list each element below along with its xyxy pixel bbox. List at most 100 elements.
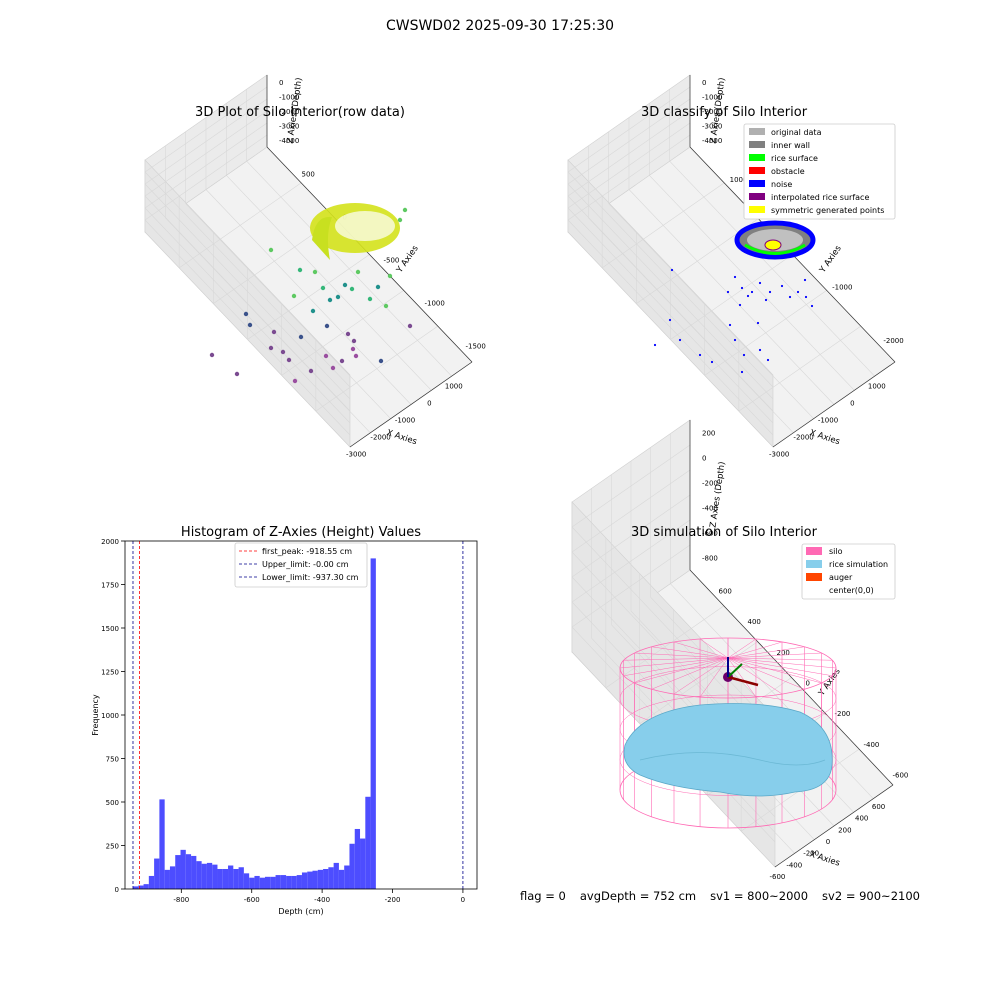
histogram-y-axis-label: Frequency (91, 694, 100, 736)
p2-legend-label: interpolated rice surface (771, 193, 869, 202)
histogram-bar (201, 863, 207, 889)
p4-y-tick-label: 0 (806, 680, 810, 688)
p4-z-tick-label: -200 (702, 480, 718, 488)
p2-x-tick-label: -3000 (769, 451, 789, 459)
p4-silo-roof-wire (727, 646, 805, 659)
histogram-x-tick-label: 0 (461, 896, 465, 904)
p2-noise-point (796, 290, 800, 294)
p2-noise-point (758, 348, 762, 352)
p2-noise-point (726, 290, 730, 294)
histogram-bar (143, 884, 149, 889)
p1-scatter-point (375, 284, 381, 290)
p2-noise-point (780, 284, 784, 288)
p2-noise-point (710, 360, 714, 364)
p1-scatter-point (335, 294, 341, 300)
p2-noise-point (746, 294, 750, 298)
p1-scatter-point (234, 371, 240, 377)
p1-scatter-point (383, 303, 389, 309)
p1-surface-hole (335, 211, 395, 241)
histogram-bar (307, 871, 313, 889)
p1-scatter-point (350, 346, 356, 352)
p4-z-axis-label: Z Axies (Depth) (708, 461, 727, 528)
p1-z-tick-label: -4000 (279, 137, 299, 145)
p1-scatter-point (280, 349, 286, 355)
panel-histogram: -800 -600 -400 -200 0 0 250 500 750 1000 1250 1500 1… (91, 525, 478, 916)
p2-legend-label: original data (771, 128, 822, 137)
flag-text: flag = 0 (520, 889, 566, 903)
p4-y-tick-label: 200 (777, 649, 790, 657)
p4-x-axis-label: X Axies (808, 849, 841, 868)
p2-legend-box (743, 123, 896, 220)
p1-z-tick-label: -1000 (279, 94, 299, 102)
sv1-text: sv1 = 800~2000 (710, 889, 809, 903)
p1-scatter-point (349, 286, 355, 292)
histogram-bar (291, 875, 297, 889)
p1-y-tick-label: -500 (384, 257, 400, 265)
p4-rice-surface (623, 703, 833, 797)
p1-x-tick-label: 1000 (445, 383, 463, 391)
histogram-bar (159, 799, 165, 889)
p2-noise-point (740, 370, 744, 374)
p4-z-tick-label: 0 (702, 455, 706, 463)
histogram-bar (238, 867, 244, 889)
p4-silo-roof-wire (727, 638, 757, 659)
p2-legend-swatch (749, 154, 765, 161)
p1-surface-wing (312, 216, 332, 260)
p1-scatter-point (320, 285, 326, 291)
histogram-y-tick-label: 1000 (101, 712, 119, 720)
p4-title: 3D simulation of Silo Interior (631, 525, 818, 540)
histogram-bar (270, 876, 276, 889)
p4-x-tick-label: 200 (838, 826, 851, 834)
p2-noise-point (678, 338, 682, 342)
p2-noise-point (750, 290, 754, 294)
histogram-bar (312, 870, 318, 889)
p2-noise-point (764, 298, 768, 302)
p4-silo-roof-wire (634, 652, 729, 659)
histogram-y-tick-label: 1250 (101, 669, 119, 677)
p4-z-tick-label: 200 (702, 430, 715, 438)
histogram-frame (124, 540, 478, 890)
histogram-legend-label: Upper_limit: -0.00 cm (262, 560, 349, 569)
p1-x-tick-label: -3000 (346, 451, 366, 459)
p4-grid-line (571, 444, 691, 528)
histogram-bar (212, 864, 218, 889)
p1-scatter-point (271, 329, 277, 335)
p4-silo-roof-wire (727, 657, 757, 698)
histogram-x-tick-label: -600 (244, 896, 260, 904)
p1-scatter-point (387, 273, 393, 279)
p2-x-axis-label: X Axies (808, 428, 841, 447)
p4-legend-box (801, 543, 896, 600)
p4-legend-label: center(0,0) (829, 586, 874, 595)
p1-scatter-point (355, 269, 361, 275)
histogram-bar (365, 796, 371, 889)
histogram-x-tick-label: -400 (314, 896, 330, 904)
p1-x-tick-label: -1000 (395, 417, 415, 425)
p1-scatter-point (312, 269, 318, 275)
p1-scatter-point (268, 345, 274, 351)
histogram-legend: first_peak: -918.55 cm Upper_limit: -0.00… (234, 542, 368, 588)
p4-x-tick-label: -200 (803, 850, 819, 858)
p2-x-tick-label: -2000 (793, 434, 813, 442)
p1-grid-line (144, 86, 268, 173)
p2-y-axis-label: Y Axies (817, 243, 844, 275)
p4-silo-roof-wire (651, 646, 729, 659)
p4-silo-roof-wire (673, 657, 729, 695)
panel-classify-3d: -3000-2000-10000100010000-1000-20000-100… (567, 74, 904, 459)
p1-y-tick-label: -1000 (425, 300, 445, 308)
p2-z-tick-label: -2000 (702, 108, 722, 116)
p1-scatter-point (310, 308, 316, 314)
p1-scatter-point (268, 247, 274, 253)
histogram-bar (148, 875, 155, 889)
p2-x-tick-label: 0 (850, 400, 854, 408)
p4-z-tick-label: -800 (702, 555, 718, 563)
p2-noise-point (788, 295, 792, 299)
p4-y-tick-label: -600 (893, 772, 909, 780)
p1-scatter-point (378, 358, 384, 364)
p2-legend-swatch (749, 206, 765, 213)
p1-scatter-point (353, 353, 359, 359)
p2-noise-point (668, 318, 672, 322)
panel-raw-3d: -3000-2000-1000010005000-500-1000-15000-… (144, 74, 486, 459)
p2-noise-point (742, 353, 746, 357)
p2-legend-label: symmetric generated points (771, 206, 884, 215)
